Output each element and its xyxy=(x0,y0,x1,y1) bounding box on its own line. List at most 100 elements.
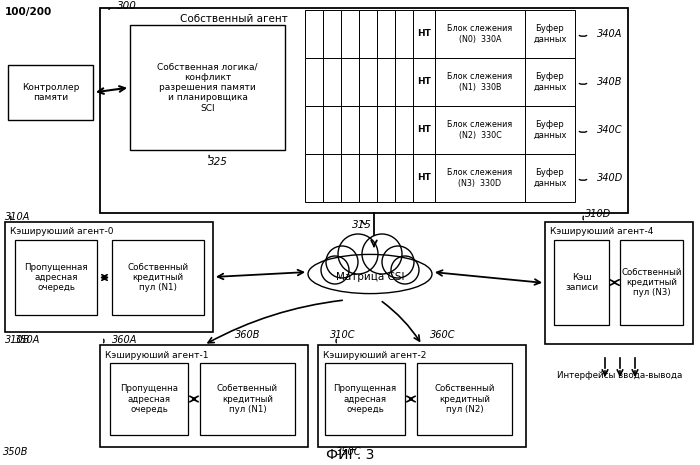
Bar xyxy=(395,106,413,154)
Text: 340C: 340C xyxy=(597,125,622,135)
Text: 350C: 350C xyxy=(336,447,361,457)
Text: Буфер
данных: Буфер данных xyxy=(533,168,567,188)
Bar xyxy=(341,58,359,106)
Text: HT: HT xyxy=(417,29,431,39)
Text: 310D: 310D xyxy=(585,209,611,219)
Text: Блок слежения
(N2)  330C: Блок слежения (N2) 330C xyxy=(447,120,512,140)
Text: Собственный
кредитный
пул (N1): Собственный кредитный пул (N1) xyxy=(127,263,188,292)
Bar xyxy=(110,363,188,435)
Text: 300: 300 xyxy=(117,1,137,11)
Bar xyxy=(554,240,609,325)
Text: HT: HT xyxy=(417,78,431,86)
Circle shape xyxy=(362,234,402,274)
Bar xyxy=(323,58,341,106)
Bar xyxy=(435,10,525,58)
Text: HT: HT xyxy=(417,173,431,182)
Text: Собственный
кредитный
пул (N3): Собственный кредитный пул (N3) xyxy=(622,267,682,298)
Bar xyxy=(377,10,395,58)
Text: Интерфейсы ввода-вывода: Интерфейсы ввода-вывода xyxy=(557,371,682,379)
Bar xyxy=(435,58,525,106)
Text: Пропущенная
адресная
очередь: Пропущенная адресная очередь xyxy=(333,384,397,414)
Ellipse shape xyxy=(308,254,432,293)
Bar xyxy=(525,58,575,106)
Bar xyxy=(620,240,683,325)
Text: Блок слежения
(N1)  330B: Блок слежения (N1) 330B xyxy=(447,72,512,92)
Text: 350B: 350B xyxy=(3,447,29,457)
Text: 340B: 340B xyxy=(597,77,622,87)
Bar xyxy=(323,154,341,202)
Text: 360A: 360A xyxy=(112,335,137,345)
Bar xyxy=(5,222,213,332)
Bar xyxy=(395,58,413,106)
Text: Кэшируюший агент-1: Кэшируюший агент-1 xyxy=(105,351,209,359)
Bar xyxy=(200,363,295,435)
Circle shape xyxy=(338,234,378,274)
Bar xyxy=(525,154,575,202)
Circle shape xyxy=(391,256,419,284)
Bar xyxy=(341,154,359,202)
Bar xyxy=(359,154,377,202)
Bar xyxy=(325,363,405,435)
Bar xyxy=(525,10,575,58)
Bar xyxy=(417,363,512,435)
Bar xyxy=(112,240,204,315)
Bar xyxy=(8,65,93,120)
Text: Кэш
записи: Кэш записи xyxy=(565,273,598,292)
Bar xyxy=(323,106,341,154)
Bar xyxy=(413,58,435,106)
Text: Матрица CSI: Матрица CSI xyxy=(336,272,405,282)
Bar xyxy=(359,58,377,106)
Circle shape xyxy=(382,246,414,278)
Text: 360B: 360B xyxy=(235,330,260,340)
Text: 325: 325 xyxy=(208,157,228,167)
Bar xyxy=(100,8,628,213)
Bar xyxy=(413,10,435,58)
Text: Собственный
кредитный
пул (N2): Собственный кредитный пул (N2) xyxy=(434,384,495,414)
Text: 100/200: 100/200 xyxy=(5,7,52,17)
Text: 310B: 310B xyxy=(5,335,31,345)
Bar xyxy=(413,106,435,154)
Text: Блок слежения
(N3)  330D: Блок слежения (N3) 330D xyxy=(447,168,512,188)
Text: Кэшируюший агент-0: Кэшируюший агент-0 xyxy=(10,227,113,237)
Bar xyxy=(395,10,413,58)
Text: ФИГ. 3: ФИГ. 3 xyxy=(326,448,374,462)
Bar xyxy=(545,222,693,344)
Bar xyxy=(525,106,575,154)
Text: 340A: 340A xyxy=(597,29,622,39)
Text: 340D: 340D xyxy=(597,173,623,183)
Bar xyxy=(318,345,526,447)
Bar xyxy=(305,10,323,58)
Circle shape xyxy=(326,246,358,278)
Text: HT: HT xyxy=(417,126,431,134)
Bar xyxy=(377,154,395,202)
Bar xyxy=(359,10,377,58)
Bar xyxy=(305,106,323,154)
Text: Собственная логика/
конфликт
разрешения памяти
и планировщика
SCI: Собственная логика/ конфликт разрешения … xyxy=(158,62,258,113)
Bar xyxy=(15,240,97,315)
Text: Буфер
данных: Буфер данных xyxy=(533,72,567,92)
Text: 310A: 310A xyxy=(5,212,30,222)
Bar xyxy=(130,25,285,150)
Bar xyxy=(341,106,359,154)
Bar xyxy=(359,106,377,154)
Bar xyxy=(305,154,323,202)
Text: Кэшируюший агент-2: Кэшируюший агент-2 xyxy=(323,351,426,359)
Text: 310C: 310C xyxy=(330,330,356,340)
Bar xyxy=(341,10,359,58)
Bar xyxy=(100,345,308,447)
Bar xyxy=(435,106,525,154)
Bar xyxy=(395,154,413,202)
Text: 360C: 360C xyxy=(430,330,456,340)
Text: 350A: 350A xyxy=(15,335,41,345)
Bar xyxy=(377,58,395,106)
Text: 315: 315 xyxy=(352,220,372,230)
Text: Собетвенный
кредитный
пул (N1): Собетвенный кредитный пул (N1) xyxy=(217,384,278,414)
Bar xyxy=(377,106,395,154)
Bar xyxy=(413,154,435,202)
Text: Пропущенна
адресная
очередь: Пропущенна адресная очередь xyxy=(120,384,178,414)
Bar xyxy=(435,154,525,202)
Bar xyxy=(305,58,323,106)
Text: Пропущенная
адресная
очередь: Пропущенная адресная очередь xyxy=(25,263,88,292)
Text: Буфер
данных: Буфер данных xyxy=(533,120,567,140)
Circle shape xyxy=(321,256,349,284)
